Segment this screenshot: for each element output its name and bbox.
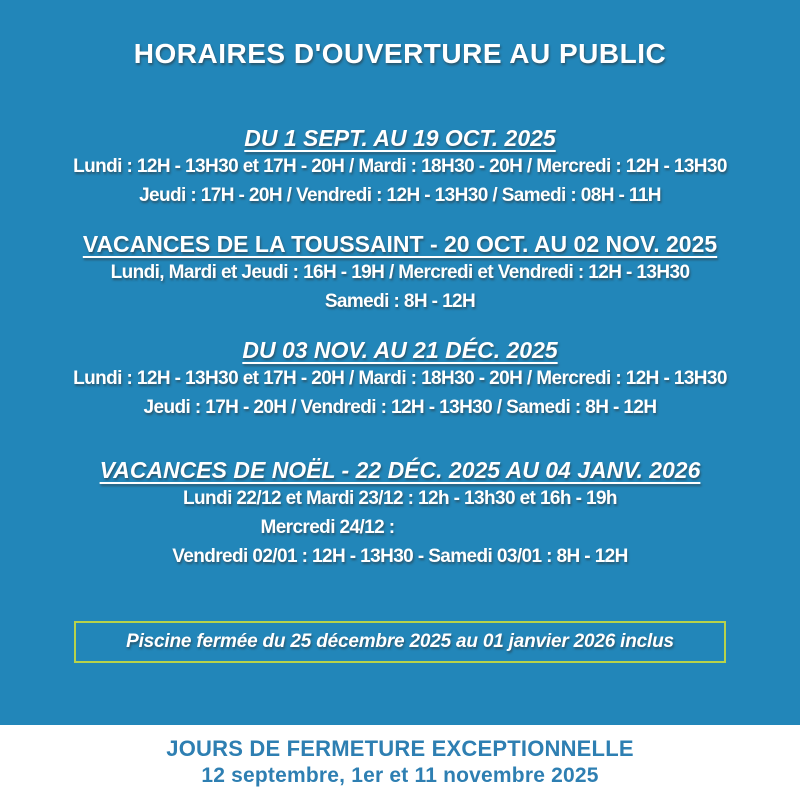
schedule-line: Jeudi : 17H - 20H / Vendredi : 12H - 13H… xyxy=(139,185,661,206)
section-vacances-toussaint: VACANCES DE LA TOUSSAINT - 20 OCT. AU 02… xyxy=(0,230,800,316)
schedule-line: Lundi : 12H - 13H30 et 17H - 20H / Mardi… xyxy=(73,368,727,389)
schedule-line: Mercredi 24/12 : xyxy=(260,517,395,538)
section-period-sept-oct: DU 1 SEPT. AU 19 OCT. 2025 Lundi : 12H -… xyxy=(0,124,800,210)
schedule-heading: DU 03 NOV. AU 21 DÉC. 2025 xyxy=(242,337,558,363)
schedule-line: Lundi 22/12 et Mardi 23/12 : 12h - 13h30… xyxy=(183,488,617,509)
footer-title: JOURS DE FERMETURE EXCEPTIONNELLE xyxy=(166,736,634,761)
schedule-line: Lundi : 12H - 13H30 et 17H - 20H / Mardi… xyxy=(73,156,727,177)
closure-notice-text: Piscine fermée du 25 décembre 2025 au 01… xyxy=(126,631,674,652)
schedule-heading: VACANCES DE NOËL - 22 DÉC. 2025 AU 04 JA… xyxy=(99,457,701,483)
section-vacances-noel: VACANCES DE NOËL - 22 DÉC. 2025 AU 04 JA… xyxy=(0,456,800,571)
schedule-heading: VACANCES DE LA TOUSSAINT - 20 OCT. AU 02… xyxy=(82,231,718,257)
section-period-nov-dec: DU 03 NOV. AU 21 DÉC. 2025 Lundi : 12H -… xyxy=(0,336,800,422)
schedule-line: Jeudi : 17H - 20H / Vendredi : 12H - 13H… xyxy=(143,397,658,418)
page-title: HORAIRES D'OUVERTURE AU PUBLIC xyxy=(133,38,667,69)
footer-exceptional-closures: JOURS DE FERMETURE EXCEPTIONNELLE 12 sep… xyxy=(0,725,800,800)
schedule-line: Samedi : 8H - 12H xyxy=(324,291,476,312)
footer-dates: 12 septembre, 1er et 11 novembre 2025 xyxy=(201,764,599,787)
schedule-line: Lundi, Mardi et Jeudi : 16H - 19H / Merc… xyxy=(110,262,690,283)
schedule-line: Vendredi 02/01 : 12H - 13H30 - Samedi 03… xyxy=(172,546,628,567)
schedule-heading: DU 1 SEPT. AU 19 OCT. 2025 xyxy=(244,125,556,151)
closure-notice: Piscine fermée du 25 décembre 2025 au 01… xyxy=(74,621,726,663)
